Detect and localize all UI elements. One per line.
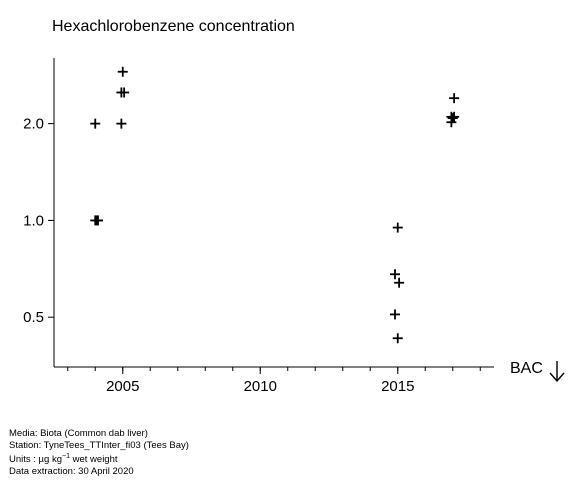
data-point: [392, 222, 403, 233]
chart-title: Hexachlorobenzene concentration: [52, 18, 295, 35]
footer-media: Media: Biota (Common dab liver): [9, 428, 148, 439]
chart-footer: Media: Biota (Common dab liver) Station:…: [9, 428, 189, 477]
y-tick-label: 2.0: [23, 116, 44, 133]
data-point: [390, 269, 400, 280]
data-point: [390, 309, 400, 320]
data-point: [446, 117, 457, 128]
data-point: [449, 93, 460, 104]
data-point: [93, 215, 103, 226]
down-arrow-icon: [549, 361, 565, 383]
data-point: [116, 118, 127, 129]
data-point: [392, 333, 403, 344]
x-tick-label: 2005: [106, 378, 139, 395]
footer-extraction: Data extraction: 30 April 2020: [9, 465, 134, 477]
footer-units: Units : µg kg−1 wet weight: [9, 453, 118, 465]
bac-annotation: BAC: [510, 360, 543, 377]
x-tick-label: 2015: [381, 378, 414, 395]
data-point: [117, 66, 128, 77]
data-point: [90, 118, 101, 129]
data-point: [119, 87, 130, 98]
footer-station: Station: TyneTees_TTInter_fi03 (Tees Bay…: [9, 439, 189, 451]
data-point: [394, 277, 405, 288]
x-tick-label: 2010: [244, 378, 277, 395]
y-tick-label: 0.5: [23, 309, 44, 326]
y-tick-label: 1.0: [23, 212, 44, 229]
data-points: [90, 66, 460, 344]
data-point: [449, 111, 460, 122]
axes: 2005 2010 2015 0.5 1.0 2.0: [23, 58, 494, 395]
